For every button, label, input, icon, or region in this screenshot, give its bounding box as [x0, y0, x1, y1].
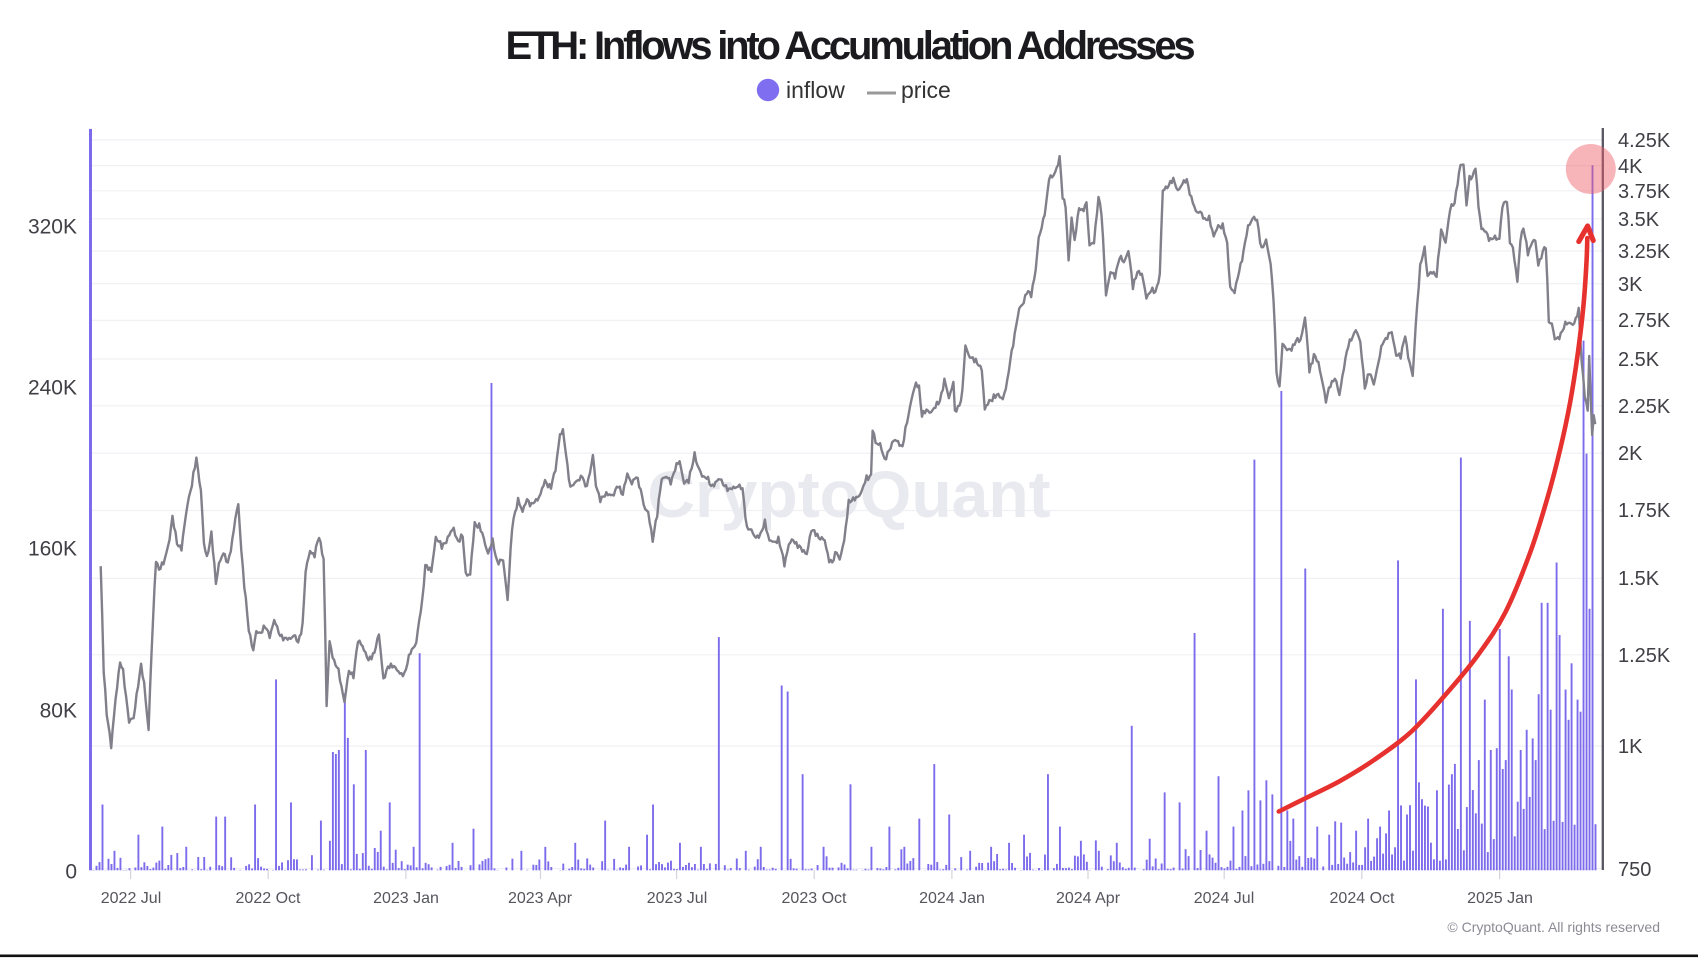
- svg-text:2.75K: 2.75K: [1618, 310, 1671, 332]
- svg-text:3.5K: 3.5K: [1618, 209, 1660, 231]
- svg-text:price: price: [901, 77, 951, 103]
- svg-text:CryptoQuant: CryptoQuant: [647, 457, 1050, 531]
- svg-text:2023 Jul: 2023 Jul: [647, 890, 708, 907]
- svg-text:3.25K: 3.25K: [1618, 241, 1671, 263]
- svg-text:1.25K: 1.25K: [1618, 645, 1671, 667]
- svg-text:2023 Jan: 2023 Jan: [373, 890, 439, 907]
- svg-text:2.25K: 2.25K: [1618, 396, 1671, 418]
- svg-text:160K: 160K: [28, 538, 77, 561]
- svg-text:2024 Jul: 2024 Jul: [1194, 890, 1255, 907]
- svg-text:inflow: inflow: [786, 77, 845, 103]
- svg-text:2022 Jul: 2022 Jul: [101, 890, 162, 907]
- svg-text:750: 750: [1618, 859, 1651, 881]
- svg-text:1.75K: 1.75K: [1618, 500, 1671, 522]
- svg-text:0: 0: [65, 861, 77, 884]
- svg-text:2024 Apr: 2024 Apr: [1056, 890, 1121, 907]
- svg-text:2K: 2K: [1618, 443, 1643, 465]
- svg-text:2024 Jan: 2024 Jan: [919, 890, 985, 907]
- svg-text:240K: 240K: [28, 377, 77, 400]
- svg-text:80K: 80K: [40, 700, 77, 723]
- svg-text:4K: 4K: [1618, 156, 1643, 178]
- svg-text:2022 Oct: 2022 Oct: [236, 890, 301, 907]
- svg-text:2.5K: 2.5K: [1618, 349, 1660, 371]
- svg-text:2024 Oct: 2024 Oct: [1330, 890, 1395, 907]
- svg-text:2023 Oct: 2023 Oct: [782, 890, 847, 907]
- svg-text:© CryptoQuant. All rights rese: © CryptoQuant. All rights reserved: [1447, 919, 1660, 935]
- svg-text:3K: 3K: [1618, 274, 1643, 296]
- svg-text:2025 Jan: 2025 Jan: [1467, 890, 1533, 907]
- svg-text:4.25K: 4.25K: [1618, 130, 1671, 152]
- svg-text:2023 Apr: 2023 Apr: [508, 890, 573, 907]
- svg-text:3.75K: 3.75K: [1618, 181, 1671, 203]
- svg-text:1K: 1K: [1618, 736, 1643, 758]
- svg-text:ETH: Inflows into Accumulation: ETH: Inflows into Accumulation Addresses: [506, 24, 1195, 68]
- svg-text:1.5K: 1.5K: [1618, 568, 1660, 590]
- svg-text:320K: 320K: [28, 216, 77, 239]
